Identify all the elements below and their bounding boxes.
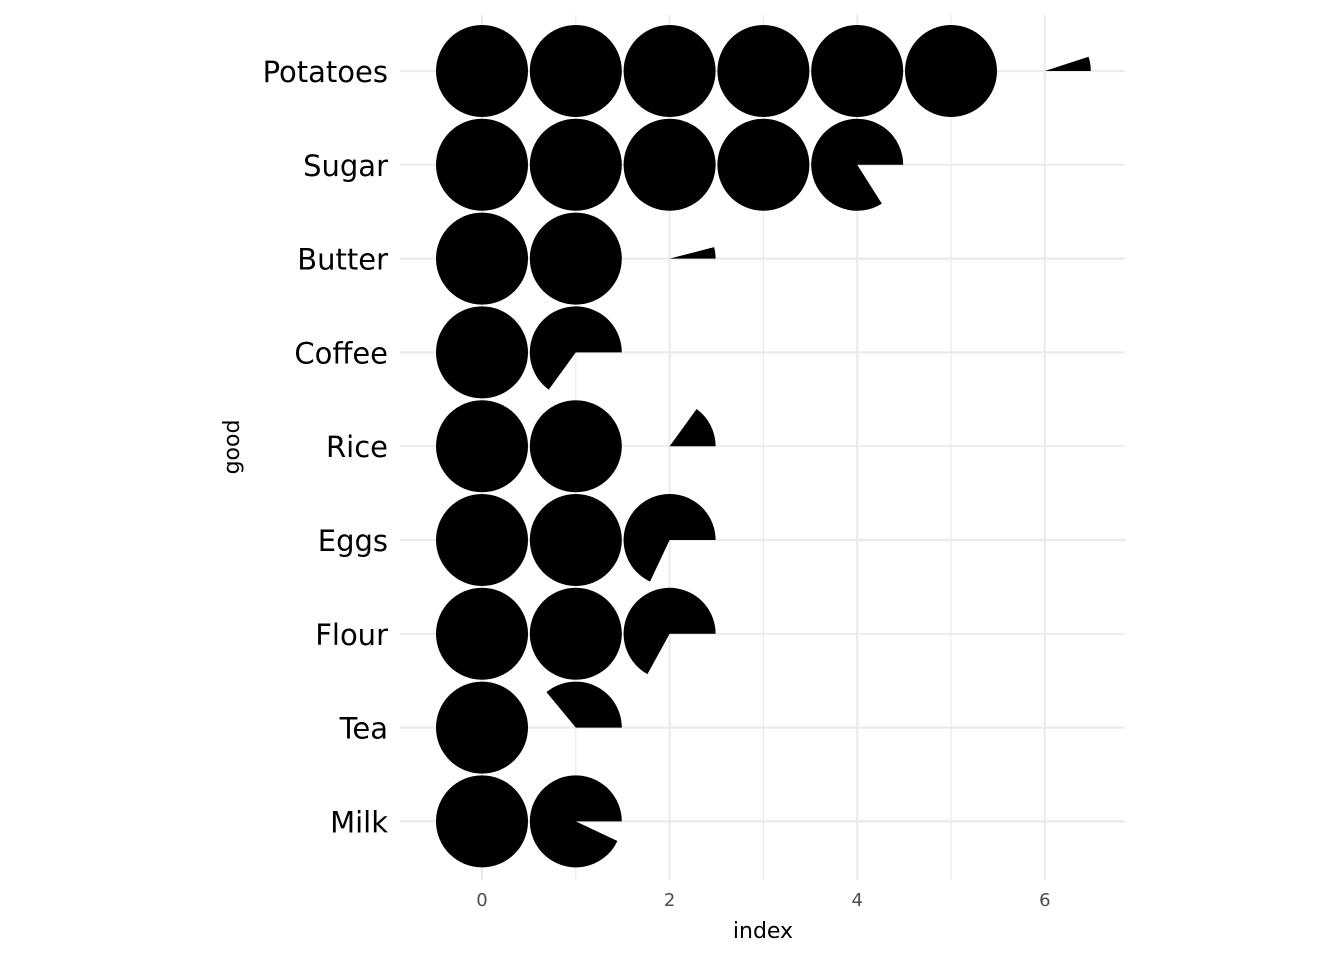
full-circle-mark	[436, 775, 528, 868]
full-circle-mark	[436, 212, 528, 305]
full-circle-mark	[436, 494, 528, 586]
partial-pie-mark	[669, 247, 716, 259]
full-circle-mark	[436, 587, 528, 680]
y-axis-title: good	[220, 420, 245, 475]
y-tick-label: Milk	[330, 805, 388, 839]
full-circle-mark	[529, 118, 622, 211]
full-circle-mark	[717, 118, 810, 211]
x-tick-label: 0	[476, 890, 487, 911]
full-circle-mark	[436, 400, 528, 493]
full-circle-mark	[529, 494, 622, 586]
full-circle-mark	[529, 212, 622, 305]
y-tick-label: Eggs	[318, 524, 388, 558]
full-circle-mark	[529, 400, 622, 493]
x-tick-label: 4	[851, 890, 862, 911]
full-circle-mark	[436, 681, 528, 774]
y-tick-label: Sugar	[303, 149, 388, 183]
full-circle-mark	[436, 25, 528, 117]
partial-pie-mark	[669, 408, 716, 447]
marks	[436, 25, 1091, 868]
y-tick-label: Flour	[315, 618, 388, 652]
full-circle-mark	[436, 118, 528, 211]
partial-pie-mark	[623, 587, 716, 675]
partial-pie-mark	[529, 306, 622, 390]
partial-pie-mark	[811, 118, 904, 211]
x-tick-label: 2	[664, 890, 675, 911]
x-tick-label: 6	[1039, 890, 1050, 911]
y-tick-label: Potatoes	[263, 55, 388, 89]
full-circle-mark	[623, 118, 716, 211]
partial-pie-mark	[1044, 56, 1091, 71]
partial-pie-mark	[529, 775, 622, 868]
y-tick-labels: Potatoes Sugar Butter Coffee Rice Eggs Flour Te…	[263, 55, 389, 839]
full-circle-mark	[529, 587, 622, 680]
y-tick-label: Butter	[297, 243, 388, 277]
y-tick-label: Coffee	[294, 336, 388, 370]
full-circle-mark	[811, 25, 904, 117]
partial-pie-mark	[546, 681, 622, 728]
full-circle-mark	[623, 25, 716, 117]
y-tick-label: Tea	[339, 712, 388, 746]
y-tick-label: Rice	[326, 430, 388, 464]
x-axis-title: index	[733, 919, 793, 944]
full-circle-mark	[436, 306, 528, 399]
partial-pie-mark	[623, 494, 716, 582]
full-circle-mark	[717, 25, 810, 117]
full-circle-mark	[529, 25, 622, 117]
full-circle-mark	[905, 25, 997, 117]
x-tick-labels: 0 2 4 6	[476, 890, 1050, 911]
